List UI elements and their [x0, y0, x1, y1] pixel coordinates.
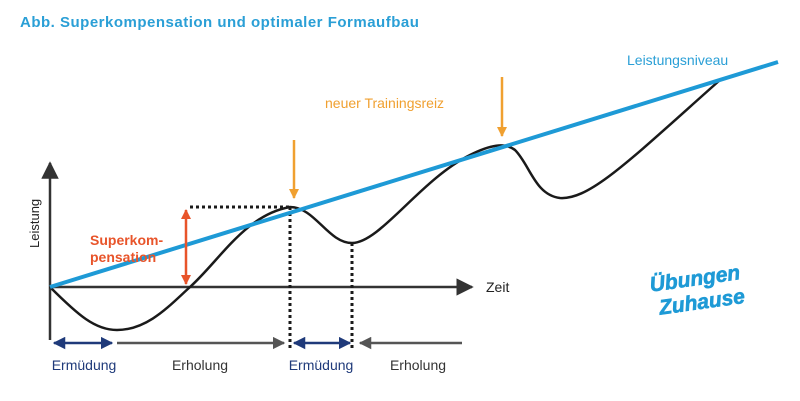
performance-level-line [49, 60, 779, 289]
performance-curve [49, 79, 721, 332]
phase-label-recovery-1: Erholung [172, 357, 228, 373]
figure-title: Abb. Superkompensation und optimaler For… [20, 14, 419, 31]
phase-label-recovery-2: Erholung [390, 357, 446, 373]
supercompensation-label-line1: Superkom- [90, 232, 163, 248]
training-stimulus-label: neuer Trainingsreiz [325, 95, 444, 111]
phase-label-fatigue-1: Ermüdung [52, 357, 117, 373]
phase-label-fatigue-2: Ermüdung [289, 357, 354, 373]
x-axis-label: Zeit [486, 279, 509, 295]
uebungen-zuhause-logo: Übungen Zuhause [648, 261, 747, 320]
supercompensation-label-line2: pensation [90, 249, 156, 265]
y-axis-label: Leistung [27, 199, 42, 248]
performance-level-label: Leistungsniveau [627, 52, 728, 68]
